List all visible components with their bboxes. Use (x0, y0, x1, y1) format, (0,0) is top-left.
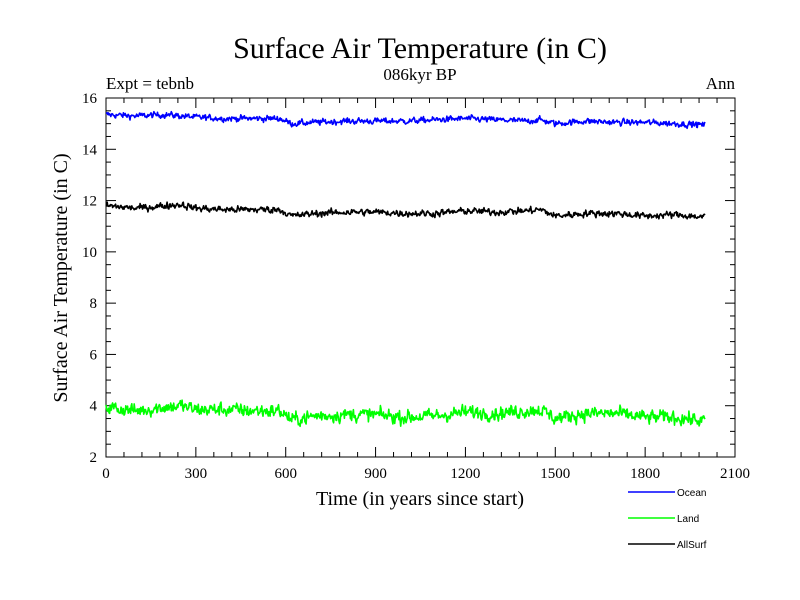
x-tick-label: 1500 (540, 466, 570, 482)
legend: Ocean Land AllSurf (628, 488, 707, 551)
y-tick-label: 14 (82, 142, 98, 158)
y-tick-label: 12 (82, 194, 97, 210)
series-line-ocean (105, 110, 706, 130)
season-label: Ann (706, 74, 736, 93)
series-line-land (105, 399, 706, 428)
x-tick-label: 900 (364, 466, 387, 482)
y-tick-label: 4 (90, 399, 98, 415)
chart-subtitle: 086kyr BP (383, 65, 456, 84)
experiment-label: Expt = tebnb (106, 74, 194, 93)
x-axis-title: Time (in years since start) (316, 488, 524, 510)
x-tick-label: 1200 (450, 466, 480, 482)
legend-label-ocean: Ocean (677, 488, 706, 499)
series-line-allsurf (105, 201, 706, 220)
x-tick-label: 600 (274, 466, 297, 482)
series-lines (105, 110, 706, 428)
legend-label-allsurf: AllSurf (677, 540, 707, 551)
y-tick-label: 16 (82, 91, 98, 107)
plot-area (105, 97, 736, 458)
axis-tick-labels: 0 300 600 900 1200 1500 1800 2100 2 4 6 8 10 12 14 16 (82, 91, 750, 482)
x-tick-label: 2100 (720, 466, 750, 482)
y-axis-title: Surface Air Temperature (in C) (50, 153, 72, 402)
chart-title: Surface Air Temperature (in C) (233, 32, 607, 65)
x-tick-label: 300 (185, 466, 208, 482)
x-tick-label: 0 (102, 466, 110, 482)
y-tick-label: 10 (82, 245, 97, 261)
axis-ticks (105, 97, 736, 458)
y-tick-label: 6 (90, 347, 98, 363)
legend-label-land: Land (677, 514, 699, 525)
x-tick-label: 1800 (630, 466, 660, 482)
y-tick-label: 8 (90, 296, 98, 312)
y-tick-label: 2 (90, 450, 98, 466)
